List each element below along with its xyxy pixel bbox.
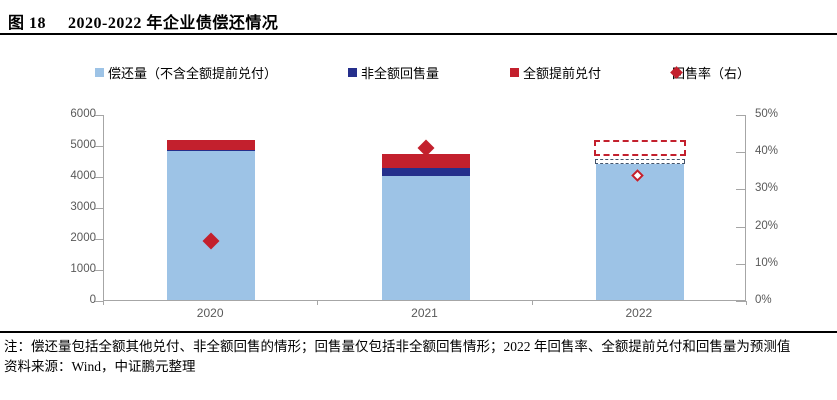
legend-item-1[interactable]: 非全额回售量: [347, 63, 439, 82]
y-axis-label-left: 3000: [70, 201, 96, 213]
x-axis-tick: [746, 301, 747, 305]
bar-2021-non-full-put: [381, 168, 470, 176]
legend-square-icon: [95, 67, 104, 77]
y-axis-tick-left: [95, 270, 103, 271]
forecast-dashed-band: [594, 158, 685, 164]
legend-square-icon: [347, 67, 357, 77]
x-axis-label-2020: 2020: [196, 306, 224, 320]
x-axis-tick: [103, 301, 104, 305]
bar-2020-non-full-put: [167, 149, 256, 152]
legend-label: 非全额回售量: [360, 65, 439, 81]
bar-2020-full-prepayment: [167, 140, 256, 150]
bar-2020-repayment: [167, 151, 256, 300]
y-axis-label-right: 40%: [755, 145, 779, 158]
y-axis-tick-right: [736, 263, 746, 265]
chart-legend: 偿还量（不含全额提前兑付） 非全额回售量 全额提前兑付 回售率（右）: [95, 62, 750, 82]
x-axis-tick: [531, 301, 533, 305]
y-axis-tick-right: [736, 152, 746, 154]
legend-item-0[interactable]: 偿还量（不含全额提前兑付）: [95, 63, 277, 82]
x-axis-label-2021: 2021: [411, 306, 438, 320]
legend-item-3[interactable]: 回售率（右）: [670, 63, 750, 82]
source-text: 资料来源：Wind，中证鹏元整理: [4, 358, 196, 374]
y-axis-tick-right: [736, 301, 746, 302]
bar-2021-full-prepayment: [381, 154, 470, 169]
legend-item-2[interactable]: 全额提前兑付: [509, 63, 601, 82]
y-axis-label-right: 20%: [755, 219, 779, 232]
y-axis-label-left: 5000: [70, 139, 96, 151]
bar-2022-repayment: [595, 163, 684, 300]
y-axis-tick-right: [736, 226, 746, 228]
y-axis-label-left: 4000: [70, 170, 96, 182]
y-axis-label-left: 2000: [70, 232, 96, 244]
plot-area: [103, 115, 746, 301]
y-axis-label-right: 50%: [755, 108, 779, 120]
y-axis-label-right: 30%: [755, 182, 779, 195]
y-axis-tick-right: [736, 189, 746, 191]
y-axis-tick-left: [95, 301, 103, 302]
y-axis-label-left: 6000: [70, 108, 96, 120]
y-axis-tick-left: [95, 239, 103, 240]
forecast-dashed-box: [593, 140, 686, 156]
y-axis-tick-left: [95, 177, 103, 178]
legend-label: 偿还量（不含全额提前兑付）: [108, 65, 278, 81]
chart-notes: 注：偿还量包括全额其他兑付、非全额回售的情形；回售量仅包括非全额回售情形；202…: [4, 337, 834, 376]
y-axis-tick-left: [95, 115, 103, 116]
legend-label: 全额提前兑付: [522, 65, 601, 81]
y-axis-tick-left: [95, 208, 103, 209]
y-axis-label-right: 10%: [755, 256, 779, 269]
y-axis-label-left: 1000: [70, 263, 96, 275]
x-axis-tick: [317, 301, 319, 305]
figure-title-text: 2020-2022 年企业债偿还情况: [68, 15, 279, 32]
note-text: 注：偿还量包括全额其他兑付、非全额回售的情形；回售量仅包括非全额回售情形；202…: [4, 339, 791, 354]
figure-title: 图 18 2020-2022 年企业债偿还情况: [8, 9, 278, 33]
notes-divider: [0, 331, 837, 333]
x-axis-label-2022: 2022: [625, 306, 653, 320]
bar-2021-repayment: [381, 176, 470, 300]
figure-number: 图 18: [8, 15, 47, 32]
y-axis-tick-left: [95, 146, 103, 147]
y-axis-label-left: 0: [89, 294, 96, 306]
y-axis-label-right: 0%: [755, 294, 772, 306]
title-divider: [0, 33, 837, 35]
legend-label: 回售率（右）: [671, 65, 750, 81]
y-axis-tick-right: [736, 115, 746, 116]
legend-square-icon: [509, 67, 519, 77]
